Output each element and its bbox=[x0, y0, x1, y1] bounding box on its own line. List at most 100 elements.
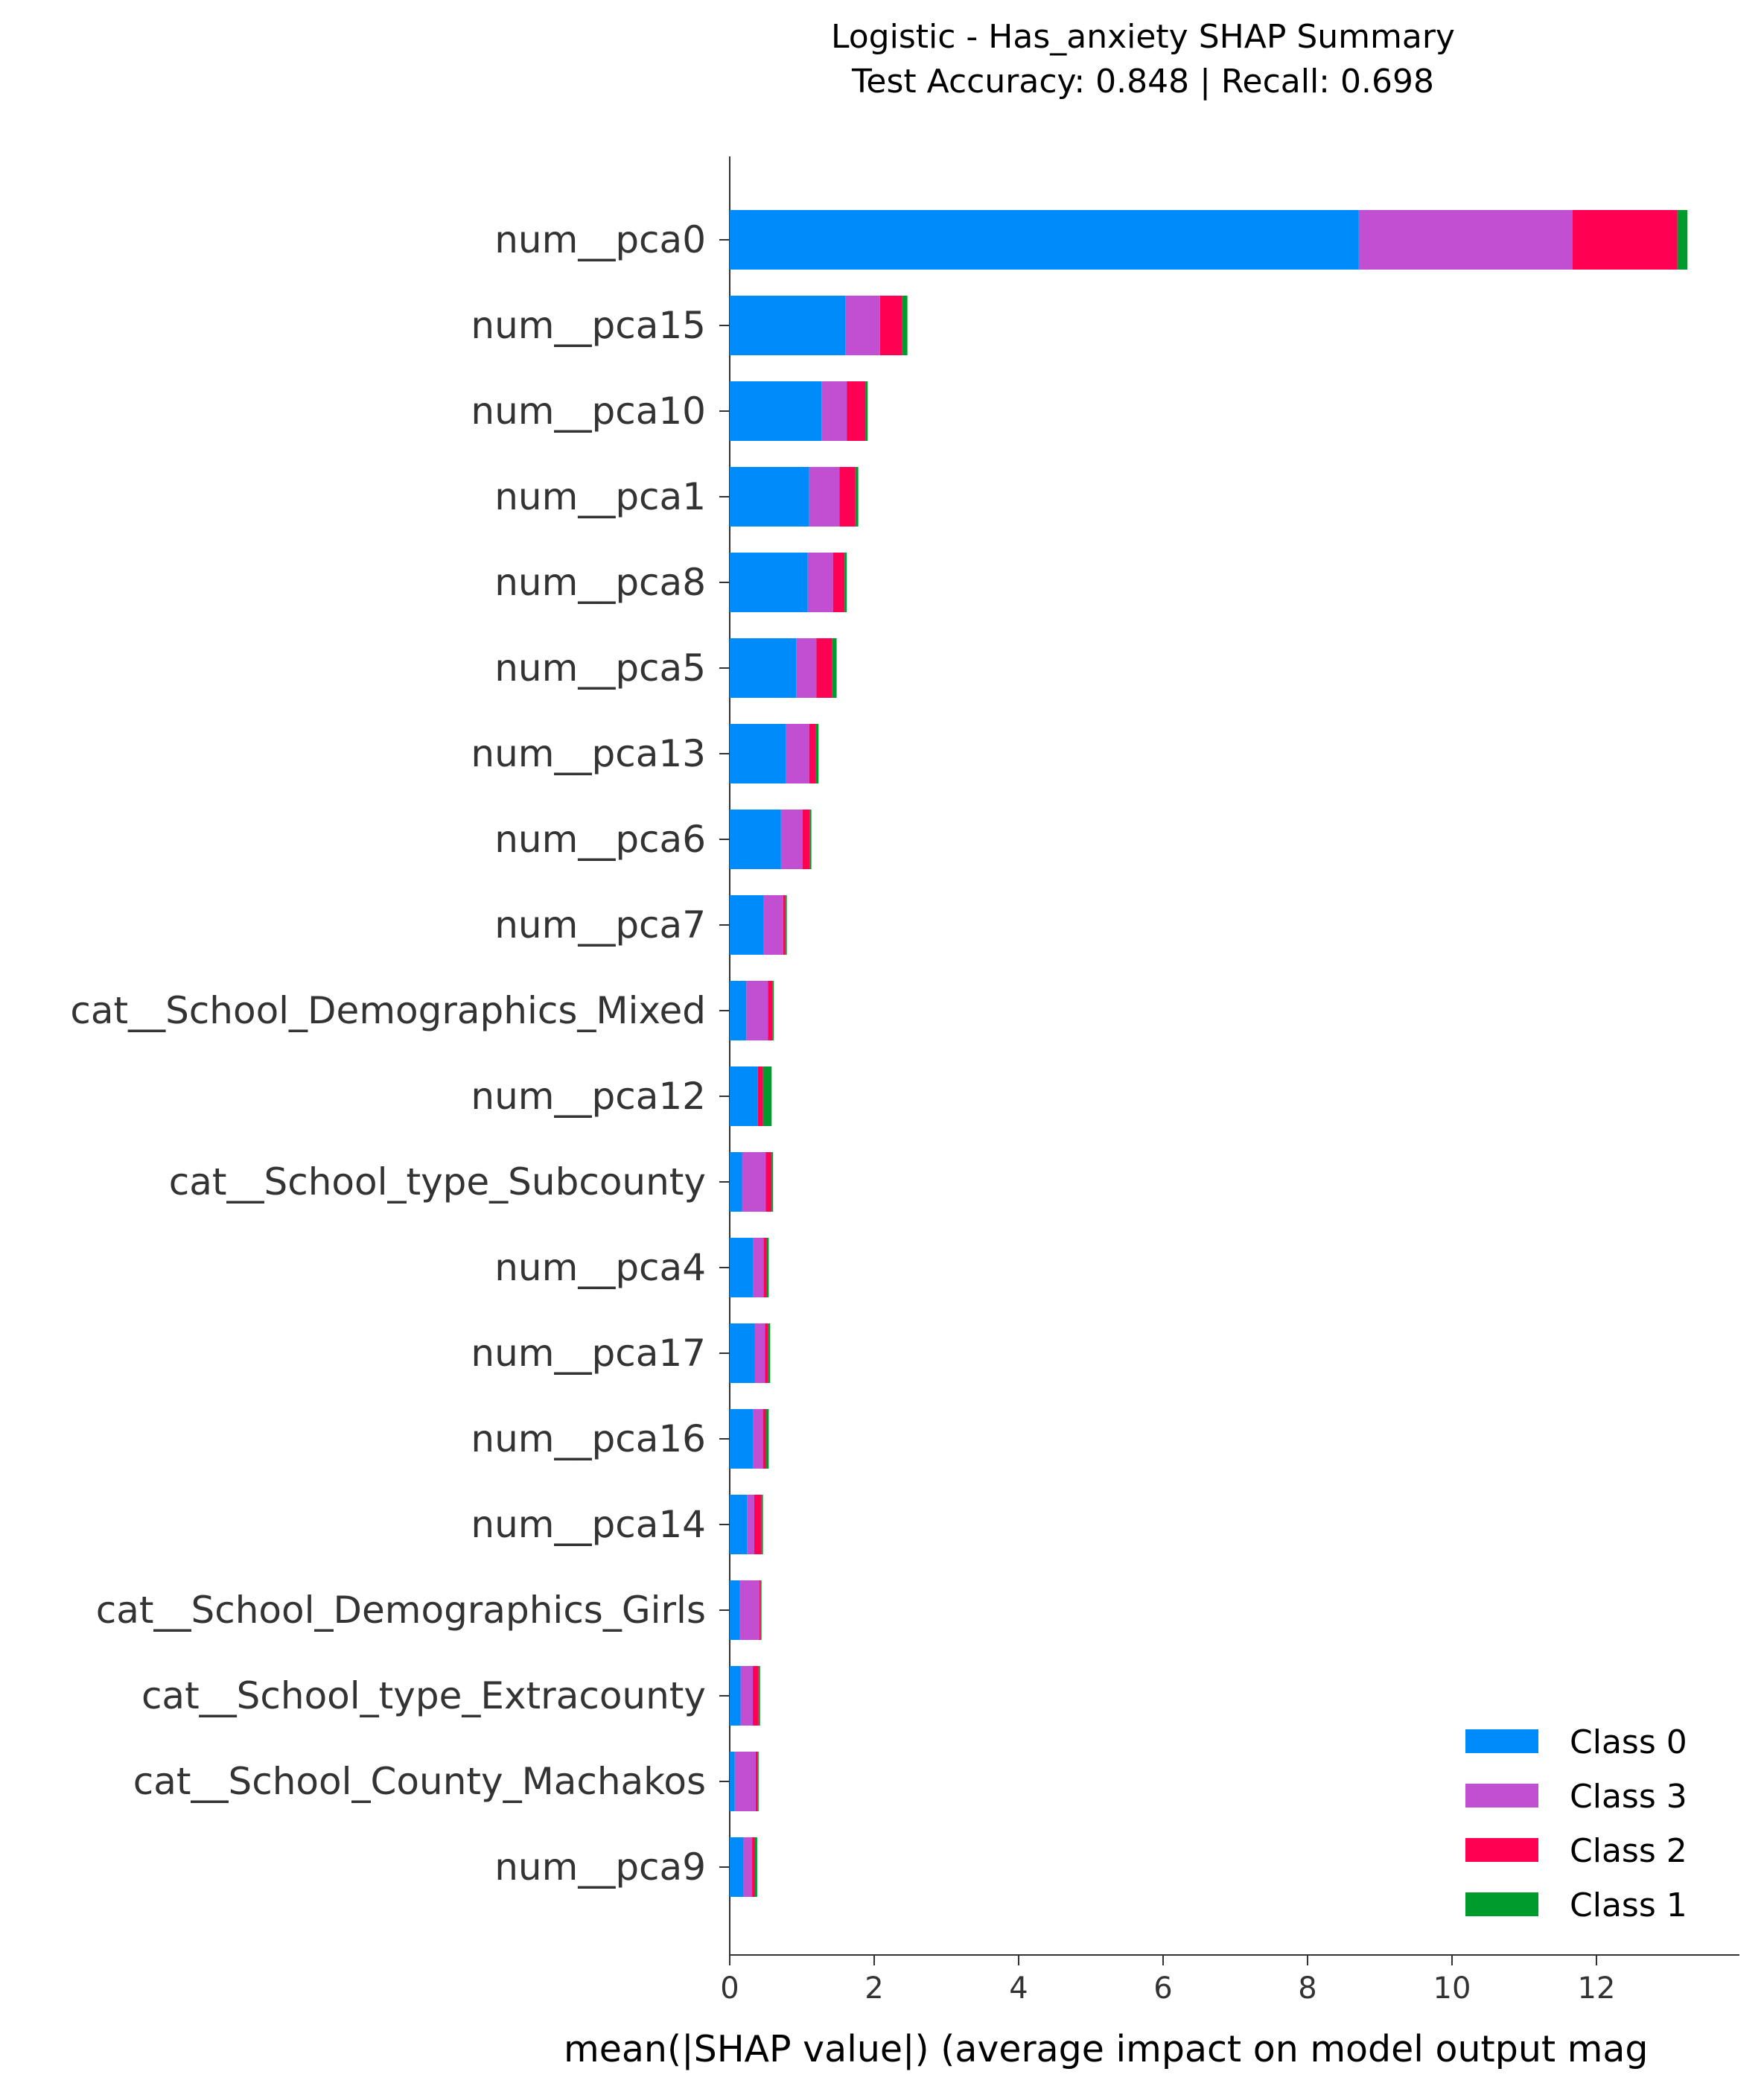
bar-segment bbox=[757, 1752, 759, 1811]
x-tick-label: 10 bbox=[1433, 1971, 1471, 2006]
feature-label: num__pca9 bbox=[494, 1845, 706, 1889]
bar-segment bbox=[730, 1238, 754, 1297]
bar-segment bbox=[768, 1323, 771, 1383]
bar-segment bbox=[772, 981, 774, 1040]
x-tick-label: 0 bbox=[720, 1971, 739, 2006]
bar-segment bbox=[734, 1752, 756, 1811]
bar-segment bbox=[786, 724, 809, 783]
x-axis-label: mean(|SHAP value|) (average impact on mo… bbox=[564, 2028, 1649, 2070]
bar-segment bbox=[821, 381, 847, 441]
bar-segment bbox=[753, 1409, 763, 1469]
bar-segment bbox=[1358, 210, 1573, 270]
bar-segment bbox=[746, 981, 768, 1040]
bar-segment bbox=[752, 1837, 755, 1897]
bar-segment bbox=[796, 638, 817, 698]
bar-segment bbox=[742, 1152, 766, 1212]
legend-label: Class 0 bbox=[1570, 1723, 1687, 1761]
legend-swatch bbox=[1465, 1784, 1538, 1808]
bar-segment bbox=[730, 1066, 758, 1126]
feature-label: num__pca1 bbox=[494, 475, 706, 518]
bar-segment bbox=[730, 1837, 744, 1897]
bar-segment bbox=[839, 467, 856, 527]
legend-label: Class 1 bbox=[1570, 1886, 1687, 1924]
bar-segment bbox=[761, 1495, 763, 1554]
bar-segment bbox=[755, 1752, 758, 1811]
bar-segment bbox=[730, 210, 1359, 270]
bar-segment bbox=[753, 1666, 759, 1726]
feature-label: num__pca4 bbox=[494, 1246, 706, 1289]
bar-segment bbox=[730, 638, 797, 698]
feature-label: cat__School_type_Subcounty bbox=[169, 1160, 706, 1204]
legend-label: Class 3 bbox=[1570, 1778, 1687, 1816]
bar-segment bbox=[865, 381, 868, 441]
bar-segment bbox=[845, 296, 880, 355]
legend-label: Class 2 bbox=[1570, 1832, 1687, 1870]
bar-segment bbox=[762, 1409, 766, 1469]
feature-label: cat__School_type_Extracounty bbox=[141, 1674, 706, 1717]
bar-segment bbox=[855, 467, 859, 527]
bar-segment bbox=[1572, 210, 1678, 270]
bar-segment bbox=[759, 1580, 761, 1640]
legend: Class 0 Class 3 Class 2 Class 1 bbox=[1465, 1723, 1687, 1924]
bar-segment bbox=[785, 895, 787, 955]
bar-segment bbox=[740, 1666, 754, 1726]
bar-segment bbox=[730, 296, 846, 355]
bar-segment bbox=[832, 638, 837, 698]
bar-segment bbox=[763, 1238, 767, 1297]
feature-label: num__pca5 bbox=[494, 646, 706, 690]
bar-segment bbox=[743, 1837, 753, 1897]
x-tick-label: 8 bbox=[1298, 1971, 1316, 2006]
bar-segment bbox=[816, 638, 832, 698]
bar-segment bbox=[809, 810, 812, 869]
feature-label: num__pca10 bbox=[471, 390, 706, 433]
bar-segment bbox=[739, 1580, 760, 1640]
bar-segment bbox=[766, 1238, 769, 1297]
feature-label: num__pca8 bbox=[494, 561, 706, 604]
bar-segment bbox=[730, 1752, 735, 1811]
bar-segment bbox=[730, 1323, 755, 1383]
bar-segment bbox=[730, 895, 764, 955]
feature-label: num__pca13 bbox=[471, 732, 706, 775]
feature-label: num__pca0 bbox=[494, 218, 706, 261]
bar-segment bbox=[902, 296, 908, 355]
bar-segment bbox=[815, 724, 819, 783]
bar-segment bbox=[747, 1495, 754, 1554]
bar-segment bbox=[763, 895, 783, 955]
feature-label: num__pca14 bbox=[471, 1503, 706, 1546]
bar-segment bbox=[754, 1495, 762, 1554]
bar-segment bbox=[809, 724, 816, 783]
bar-segment bbox=[771, 1152, 774, 1212]
bar-segment bbox=[730, 553, 808, 612]
bar-segment bbox=[768, 981, 773, 1040]
bar-segment bbox=[754, 1323, 765, 1383]
bar-segment bbox=[754, 1837, 757, 1897]
bar-segment bbox=[730, 381, 822, 441]
legend-swatch bbox=[1465, 1729, 1538, 1753]
x-tick-label: 6 bbox=[1153, 1971, 1172, 2006]
x-tick-label: 4 bbox=[1009, 1971, 1028, 2006]
bar-segment bbox=[847, 381, 866, 441]
feature-label: cat__School_Demographics_Mixed bbox=[70, 989, 706, 1032]
bar-segment bbox=[762, 1066, 772, 1126]
x-tick-label: 2 bbox=[865, 1971, 883, 2006]
bar-segment bbox=[765, 1152, 772, 1212]
feature-label: num__pca17 bbox=[471, 1332, 706, 1375]
bar-segment bbox=[807, 553, 833, 612]
bar-segment bbox=[832, 553, 845, 612]
bar-segment bbox=[730, 1152, 742, 1212]
bar-segment bbox=[765, 1409, 769, 1469]
chart-title: Logistic - Has_anxiety SHAP Summary bbox=[831, 18, 1455, 56]
bar-segment bbox=[760, 1580, 762, 1640]
feature-label: num__pca15 bbox=[471, 304, 706, 347]
bar-segment bbox=[730, 810, 781, 869]
legend-swatch bbox=[1465, 1892, 1538, 1916]
legend-swatch bbox=[1465, 1838, 1538, 1862]
bar-segment bbox=[844, 553, 847, 612]
feature-label: cat__School_County_Machakos bbox=[133, 1760, 706, 1803]
plot-area: 0 2 4 6 8 10 12 num__pca0 num__pca15 num__pca10nu… bbox=[70, 156, 1739, 2006]
bar-segment bbox=[765, 1323, 768, 1383]
feature-label: num__pca6 bbox=[494, 818, 706, 861]
bar-segment bbox=[730, 981, 747, 1040]
bar-segment bbox=[1677, 210, 1688, 270]
